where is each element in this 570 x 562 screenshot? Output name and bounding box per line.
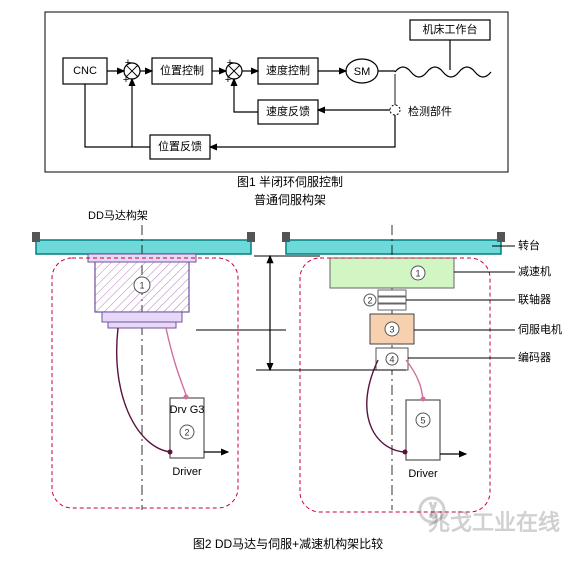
fig1-subtitle: 普通伺服构架 xyxy=(254,192,326,207)
lbl-machine-table: 机床工作台 xyxy=(423,22,478,36)
fig1: 机床工作台 CNC + + 位置控制 + + 速度控制 SM 检测部件 速度反馈… xyxy=(45,12,508,207)
left-plate xyxy=(36,240,251,254)
svg-text:2: 2 xyxy=(367,295,372,305)
reducer xyxy=(330,258,454,288)
lbl-spd: 速度控制 xyxy=(266,63,310,77)
right-assembly: 1 2 3 4 5 Driver xyxy=(282,225,505,512)
load-squiggle xyxy=(395,67,491,77)
svg-text:4: 4 xyxy=(389,354,394,364)
svg-text:5: 5 xyxy=(420,415,425,425)
lbl-sense: 检测部件 xyxy=(408,104,452,118)
coupling xyxy=(378,290,406,310)
svg-text:+: + xyxy=(225,74,231,86)
fig2: DD马达构架 1 Drv G3 2 Driver 1 xyxy=(32,208,562,551)
svg-text:Driver: Driver xyxy=(172,466,202,478)
sense-node xyxy=(390,105,400,115)
svg-text:编码器: 编码器 xyxy=(518,350,551,364)
lbl-spdfb: 速度反馈 xyxy=(266,104,310,118)
svg-text:减速机: 减速机 xyxy=(518,264,551,278)
svg-text:3: 3 xyxy=(389,324,394,334)
fig2-left-title: DD马达构架 xyxy=(88,208,148,222)
right-plate xyxy=(286,240,501,254)
left-assembly: 1 Drv G3 2 Driver xyxy=(32,225,255,510)
svg-text:转台: 转台 xyxy=(518,238,540,252)
right-driver xyxy=(406,400,440,460)
diagram-root: 机床工作台 CNC + + 位置控制 + + 速度控制 SM 检测部件 速度反馈… xyxy=(0,0,570,562)
svg-text:1: 1 xyxy=(415,268,420,278)
svg-text:2: 2 xyxy=(184,427,189,437)
lbl-cnc: CNC xyxy=(73,65,97,77)
svg-text:Driver: Driver xyxy=(408,468,438,480)
svg-text:+: + xyxy=(123,74,129,86)
svg-text:联轴器: 联轴器 xyxy=(518,292,551,306)
svg-text:Drv G3: Drv G3 xyxy=(170,404,205,416)
right-labels: 转台 减速机 联轴器 伺服电机 编码器 xyxy=(406,238,562,364)
svg-text:伺服电机: 伺服电机 xyxy=(518,322,562,336)
lbl-posfb: 位置反馈 xyxy=(158,139,202,153)
lbl-pos: 位置控制 xyxy=(160,63,204,77)
fig2-title: 图2 DD马达与伺服+减速机构架比较 xyxy=(193,536,383,551)
watermark: 兆戈工业在线 xyxy=(428,510,560,535)
fig1-title: 图1 半闭环伺服控制 xyxy=(237,175,343,189)
lbl-sm: SM xyxy=(354,66,371,78)
svg-text:1: 1 xyxy=(139,280,144,290)
